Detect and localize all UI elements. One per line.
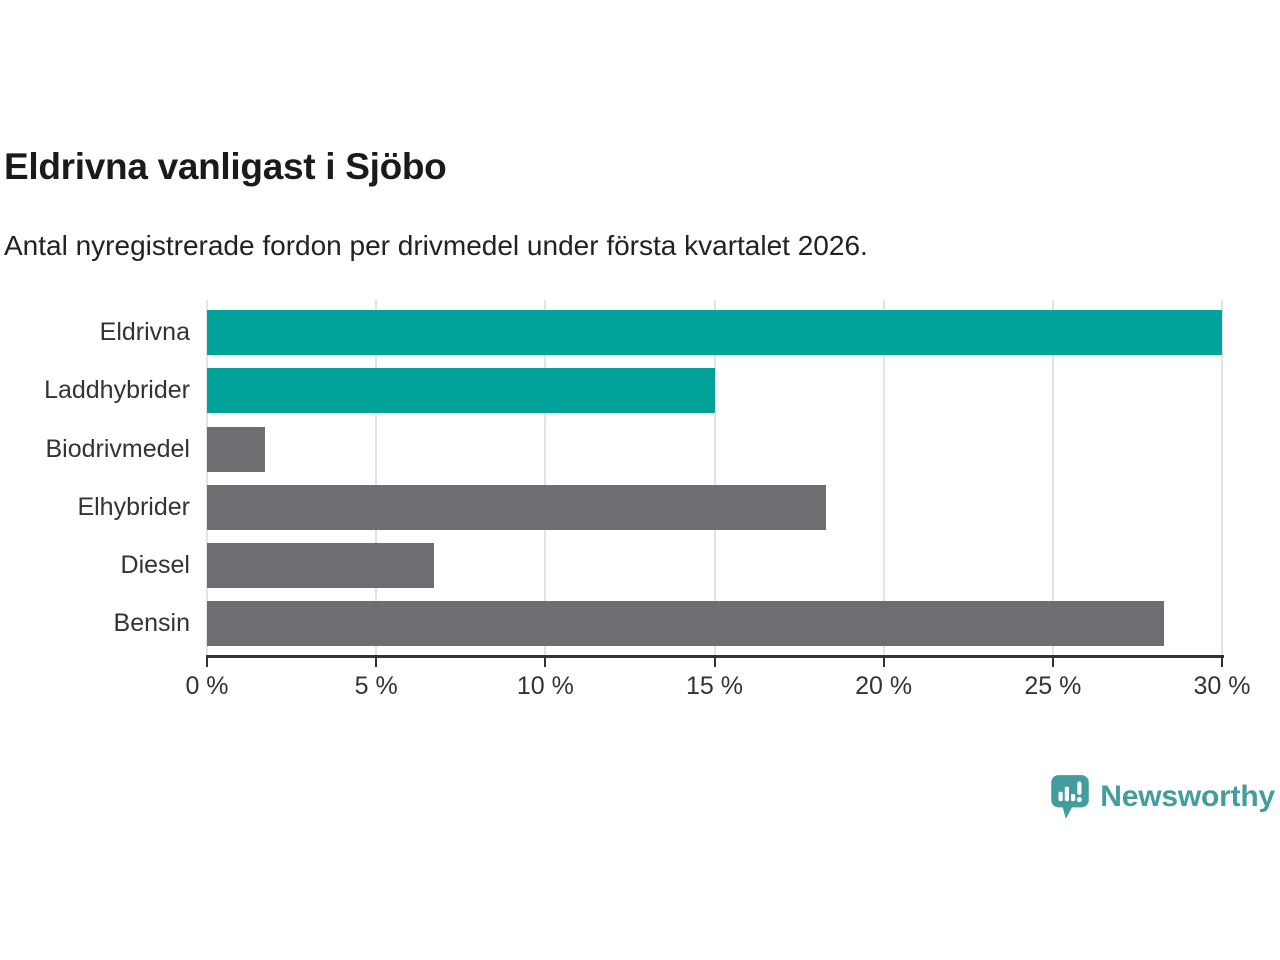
bar-laddhybrider (207, 368, 715, 414)
gridline (544, 300, 547, 656)
gridline (1221, 300, 1223, 656)
gridline (882, 300, 885, 656)
bar-diesel (207, 543, 434, 588)
category-label: Biodrivmedel (45, 434, 190, 463)
logo-exclamation-dot (1077, 797, 1083, 803)
x-tick-label: 0 % (185, 672, 229, 700)
gridline (713, 300, 716, 656)
gridline (375, 300, 378, 656)
x-tick-label: 25 % (1024, 672, 1082, 700)
tick-mark (1221, 658, 1223, 667)
x-tick-label: 15 % (686, 672, 743, 700)
logo-bar-1 (1058, 791, 1063, 802)
category-label: Bensin (113, 609, 190, 638)
newsworthy-icon (1051, 775, 1090, 819)
plot-area (206, 300, 1223, 656)
category-label: Diesel (120, 551, 190, 579)
logo-bar-2 (1065, 786, 1070, 802)
category-label: Elhybrider (77, 492, 190, 521)
x-tick-label: 10 % (516, 672, 574, 700)
gridline (1051, 300, 1054, 656)
tick-mark (544, 658, 547, 667)
newsworthy-logo: Newsworthy (1049, 772, 1275, 822)
bar-biodrivmedel (207, 426, 265, 472)
tick-mark (1051, 658, 1054, 667)
x-tick-label: 20 % (855, 672, 913, 700)
x-tick-label: 5 % (354, 672, 398, 700)
newsworthy-wordmark: Newsworthy (1100, 780, 1275, 813)
bar-eldrivna (207, 310, 1222, 355)
logo-exclamation-bar (1077, 781, 1082, 795)
tick-mark (375, 658, 378, 667)
bar-elhybrider (207, 484, 827, 530)
logo-bar-3 (1071, 793, 1076, 802)
chart-subtitle: Antal nyregistrerade fordon per drivmede… (4, 230, 868, 261)
bar-bensin (207, 601, 1165, 647)
category-label: Eldrivna (99, 318, 190, 346)
gridline (206, 300, 208, 656)
tick-mark (206, 658, 208, 667)
bar-chart: 0 % 5 % 10 % 15 % 20 % 25 % 30 % Eldrivna Laddhy… (0, 300, 1280, 710)
tick-mark (882, 658, 885, 667)
x-axis-line (206, 655, 1224, 658)
x-tick-label: 30 % (1193, 672, 1251, 700)
tick-mark (713, 658, 716, 667)
category-label: Laddhybrider (44, 376, 190, 405)
chart-title: Eldrivna vanligast i Sjöbo (4, 146, 447, 187)
